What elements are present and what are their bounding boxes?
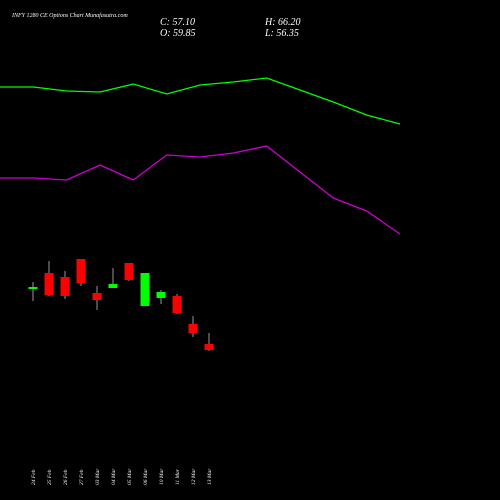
candle-body xyxy=(60,277,70,296)
candle-body xyxy=(172,296,182,313)
x-tick-label: 10 Mar xyxy=(159,468,165,485)
close-label: C: 57.10 xyxy=(160,17,195,28)
candle-body xyxy=(124,263,134,280)
indicator-line xyxy=(0,77,401,125)
candle-body xyxy=(92,293,102,300)
x-tick-label: 26 Feb xyxy=(63,469,69,485)
high-label: H: 66.20 xyxy=(264,17,301,28)
candle-body xyxy=(156,292,166,298)
candle-body xyxy=(28,287,38,289)
indicator-line xyxy=(0,145,401,235)
candle-body xyxy=(140,273,150,306)
candle-body xyxy=(204,344,214,350)
x-tick-label: 03 Mar xyxy=(95,468,101,485)
x-tick-label: 24 Feb xyxy=(30,469,37,485)
chart-title: INFY 1280 CE Options Chart Munafasutra.c… xyxy=(11,12,128,19)
x-tick-label: 11 Mar xyxy=(175,468,181,485)
candle-body xyxy=(44,273,54,295)
low-label: L: 56.35 xyxy=(264,28,299,39)
x-tick-label: 05 Mar xyxy=(127,468,133,485)
candle-body xyxy=(188,324,198,333)
x-tick-label: 25 Feb xyxy=(47,469,53,485)
x-tick-label: 27 Feb xyxy=(79,469,85,485)
x-tick-label: 12 Mar xyxy=(191,468,197,485)
x-tick-label: 06 Mar xyxy=(143,468,149,485)
x-tick-label: 13 Mar xyxy=(207,468,213,485)
candle-body xyxy=(108,284,118,288)
open-label: O: 59.85 xyxy=(160,28,196,39)
candle-body xyxy=(76,259,86,283)
x-tick-label: 04 Mar xyxy=(110,468,117,485)
